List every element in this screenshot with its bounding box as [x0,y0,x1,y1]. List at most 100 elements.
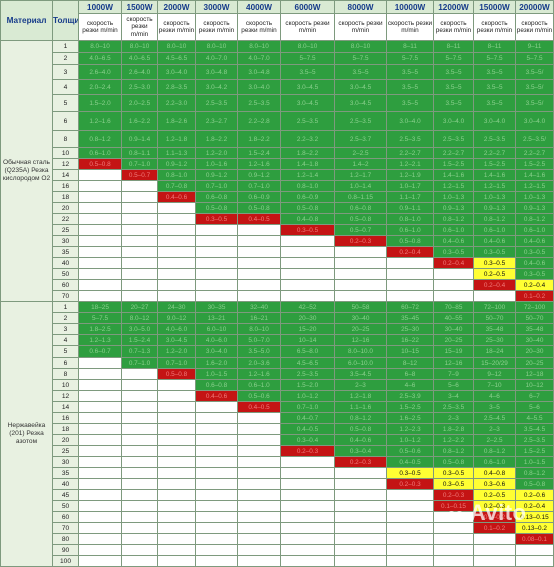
speed-cell: 1.5–2.5 [515,158,554,170]
speed-label: скорость резки m/min [195,13,238,41]
speed-cell: 0.3–0.5 [515,268,554,280]
speed-cell: 0.3–0.5 [433,478,474,490]
speed-cell: 0.3–0.5 [433,467,474,479]
speed-cell [195,467,238,479]
speed-cell [473,533,516,545]
speed-cell: 1.0–1.5 [195,368,238,380]
speed-cell [195,235,238,247]
speed-cell: 3.5–4.5 [334,368,387,380]
speed-cell: 1.0–1.4 [334,180,387,192]
thickness-cell: 3 [52,323,79,335]
speed-cell [280,555,335,567]
speed-label: скорость резки m/min [473,13,516,41]
speed-cell [157,423,196,435]
speed-cell: 8.0–12 [121,312,158,324]
speed-cell: 2.5–3.5 [515,434,554,446]
thickness-cell: 35 [52,246,79,258]
thickness-cell: 12 [52,390,79,402]
speed-cell: 0.08–0.1 [515,533,554,545]
speed-cell [157,511,196,523]
speed-cell: 4–6 [473,390,516,402]
speed-cell: 3.0–4.0 [515,111,554,131]
speed-cell [433,555,474,567]
speed-cell [157,401,196,413]
power-header: 12000W [433,0,474,14]
speed-cell: 0.4–0.5 [280,423,335,435]
speed-label: скорость резки m/min [334,13,387,41]
speed-cell [157,544,196,556]
speed-cell: 3.5–5 [433,94,474,112]
speed-cell: 1.2–1.4 [280,169,335,181]
speed-cell: 20–25 [515,357,554,369]
speed-cell: 5–6 [515,401,554,413]
speed-cell [157,456,196,468]
thickness-cell: 80 [52,533,79,545]
speed-cell [473,544,516,556]
speed-cell: 0.8–1.2 [473,445,516,457]
table-row: 10 0.6–0.8 0.6–1.0 1.5–2.0 2–3 4–6 5–6 7–10 10–1… [1,379,554,391]
speed-cell: 3–5 [473,401,516,413]
speed-cell: 0.5–0.7 [334,224,387,236]
speed-label: скорость резки m/min [433,13,474,41]
speed-cell: 2.5–3.9 [386,390,434,402]
speed-cell: 2.2–2.7 [433,147,474,159]
table-row: 90 [1,544,554,556]
speed-cell [334,544,387,556]
speed-cell: 0.7–1.0 [121,357,158,369]
speed-cell: 16–21 [237,312,281,324]
speed-cell [78,268,122,280]
speed-cell [121,268,158,280]
speed-cell [334,246,387,258]
table-row: 100 [1,555,554,567]
speed-cell [237,235,281,247]
speed-cell: 1.5–2.5 [433,158,474,170]
thickness-cell: 20 [52,202,79,214]
speed-cell: 3.5–5/ [515,79,554,95]
speed-cell: 4–5.5 [515,412,554,424]
speed-cell [121,533,158,545]
speed-label: скорость резки m/min [78,13,122,41]
speed-cell [334,533,387,545]
speed-cell [195,246,238,258]
speed-cell [78,467,122,479]
speed-cell: 0.3–0.5 [473,257,516,269]
speed-cell: 0.3–0.4 [334,445,387,457]
speed-cell [237,412,281,424]
speed-cell: 30–40 [433,323,474,335]
thickness-cell: 8 [52,368,79,380]
speed-cell: 2.2–2.8 [237,111,281,131]
speed-cell: 0.8–1.0 [280,180,335,192]
speed-cell: 1.8–2.6 [157,111,196,131]
speed-cell: 1.0–1.3 [433,191,474,203]
speed-cell: 2.2–2.7 [386,147,434,159]
speed-cell [195,257,238,269]
speed-cell [121,500,158,512]
speed-cell [157,478,196,490]
speed-cell [280,500,335,512]
speed-cell [280,268,335,280]
speed-cell: 2–3 [334,379,387,391]
speed-cell: 1.0–1.3 [515,191,554,203]
power-header: 3000W [195,0,238,14]
speed-cell: 1.4–1.6 [515,169,554,181]
thickness-cell: 70 [52,290,79,302]
speed-cell: 2.2–2.7 [473,147,516,159]
speed-cell: 0.5–0.8 [157,368,196,380]
speed-label: скорость резки m/min [386,13,434,41]
speed-cell [334,500,387,512]
speed-cell: 0.5–0.8 [515,478,554,490]
table-row: 22 0.3–0.5 0.4–0.5 0.4–0.8 0.5–0.8 0.8–1.0 0.8… [1,213,554,225]
speed-cell: 18–25 [78,301,122,313]
speed-cell: 2.5–3.5 [334,111,387,131]
speed-cell: 1.1–1.7 [386,191,434,203]
speed-cell [121,290,158,302]
speed-cell: 0.4–0.6 [515,257,554,269]
speed-cell: 0.2–0.3 [433,489,474,501]
table-row: 35 0.3–0.5 0.3–0.5 0.4–0.8 0.8–1.2 [1,467,554,479]
speed-cell: 2.5–4.5 [473,412,516,424]
speed-cell: 3.0–4.5 [280,79,335,95]
speed-cell: 2–3 [433,412,474,424]
speed-cell: 20–27 [121,301,158,313]
thickness-cell: 25 [52,224,79,236]
speed-cell [386,257,434,269]
